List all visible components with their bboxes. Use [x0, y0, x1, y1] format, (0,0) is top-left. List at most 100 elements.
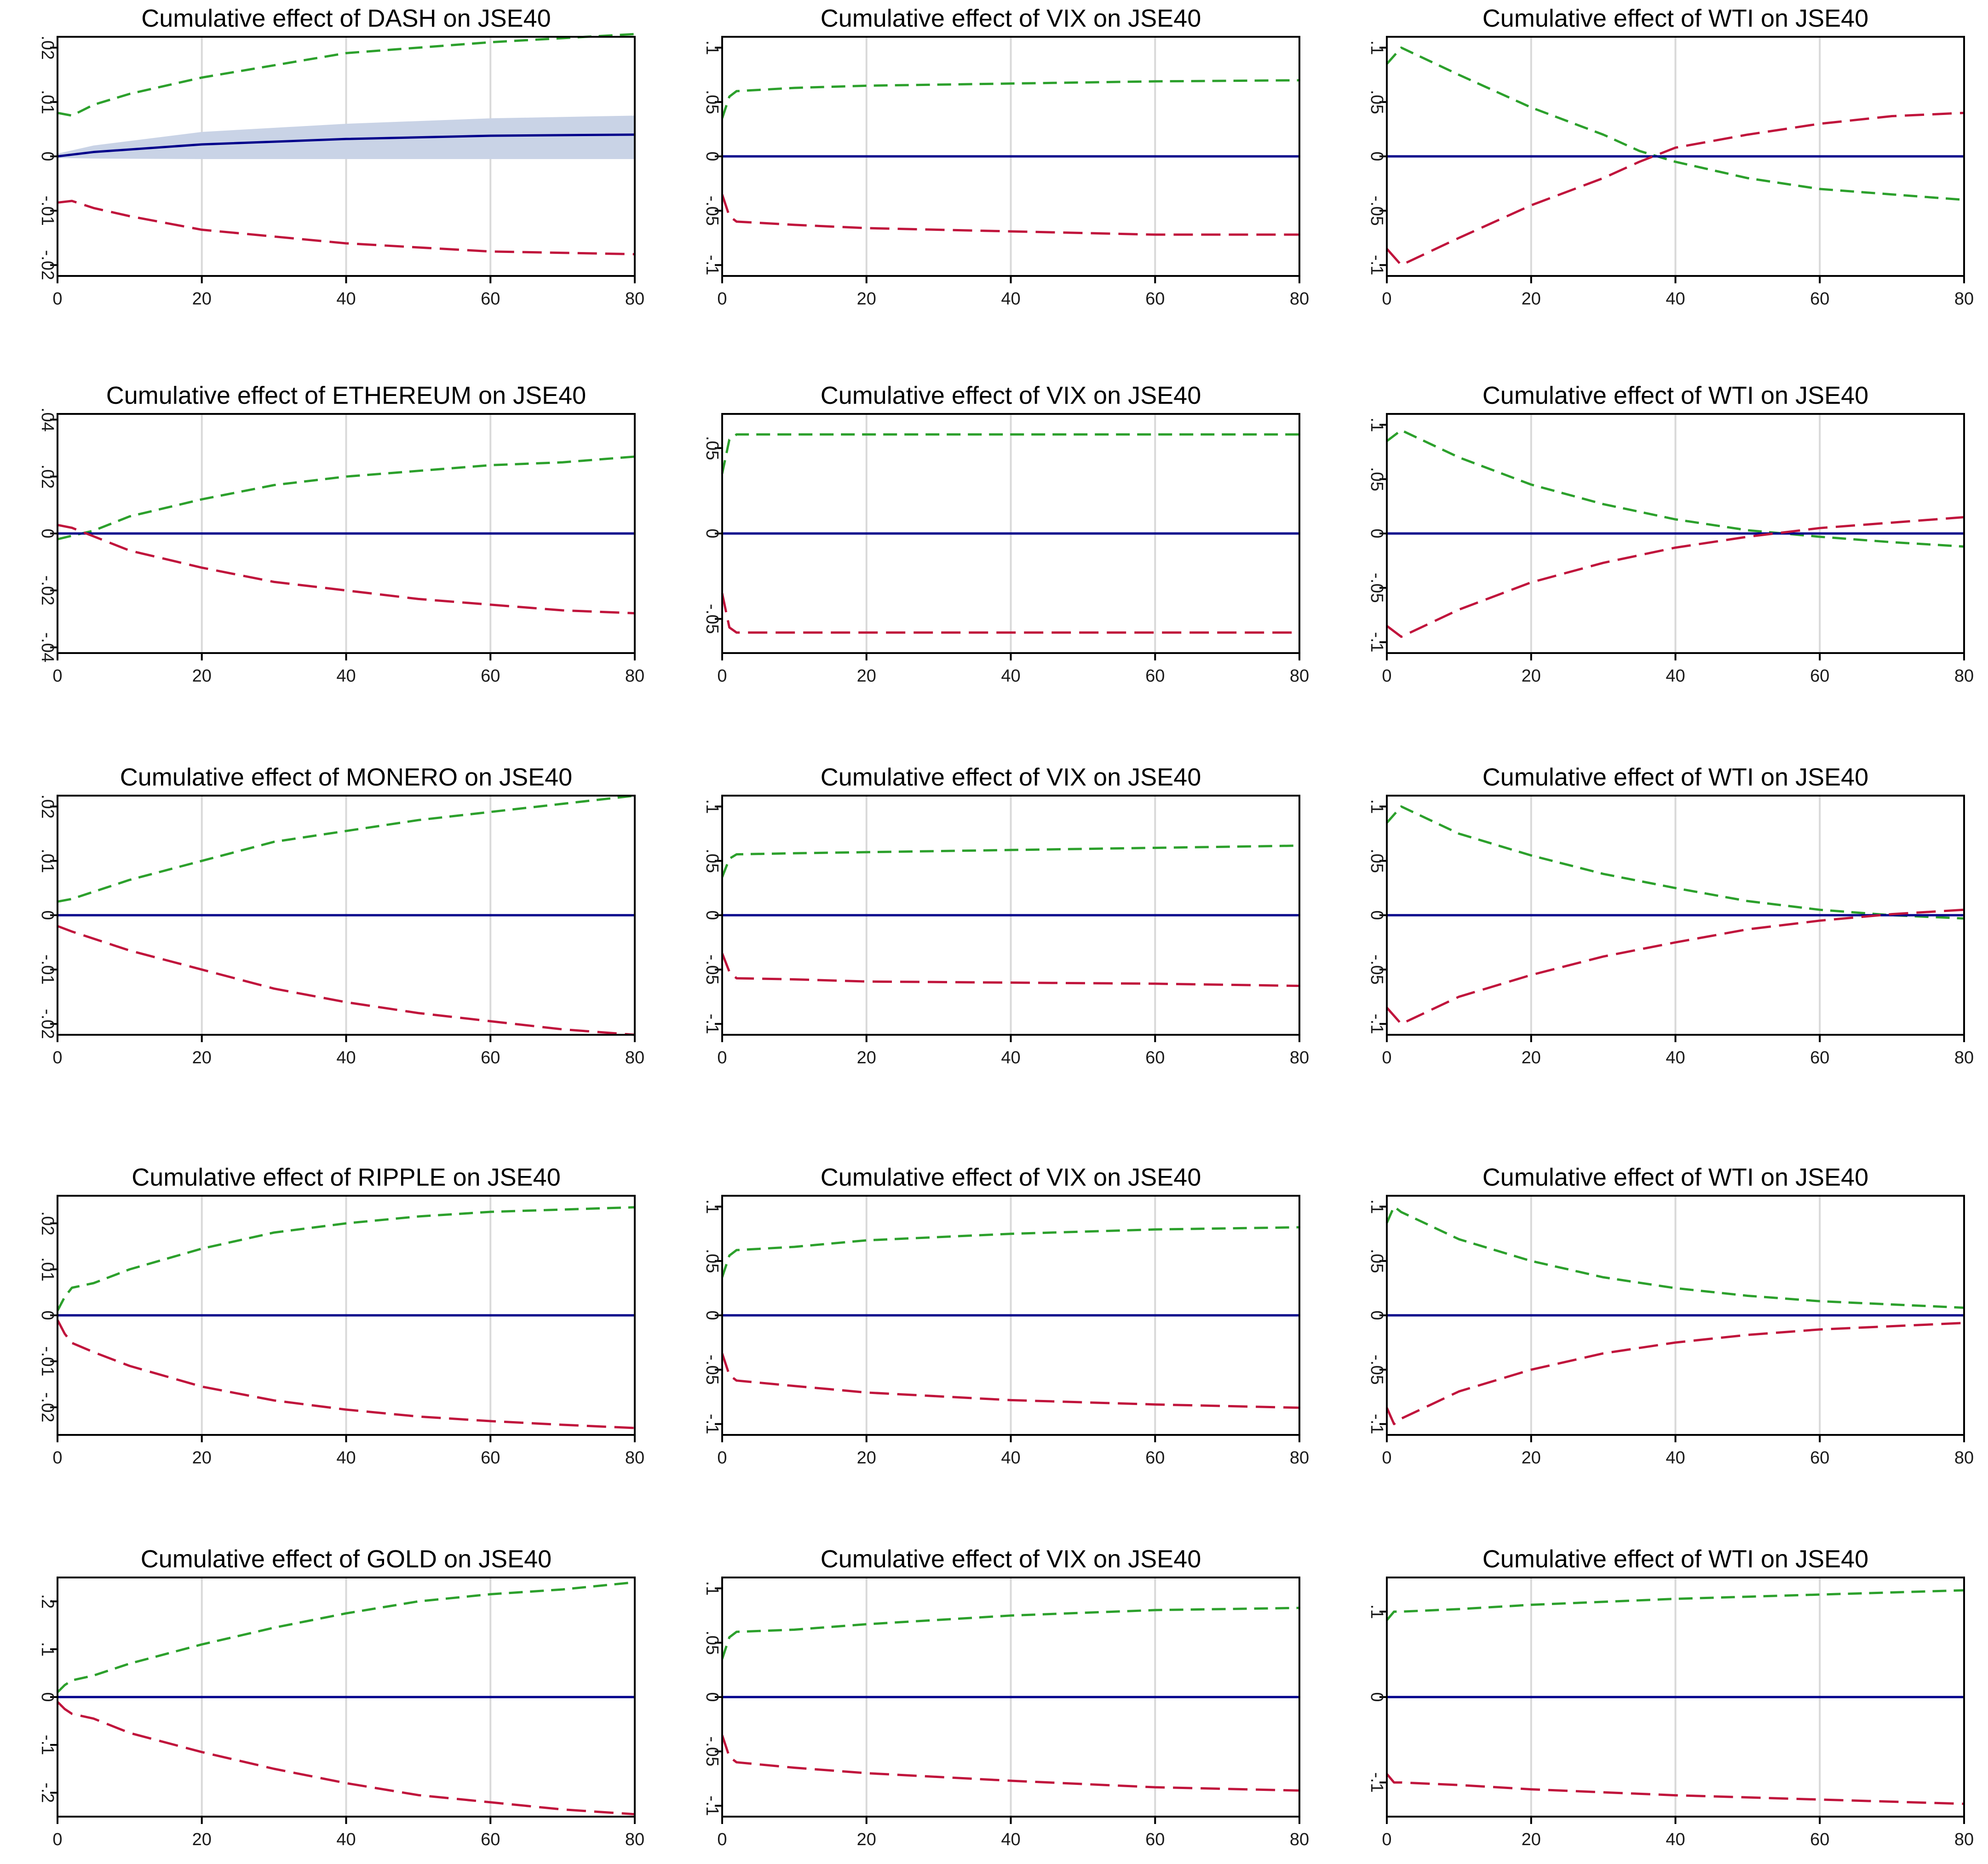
y-tick-label: -.1: [702, 1014, 722, 1034]
chart-title: Cumulative effect of VIX on JSE40: [821, 1545, 1201, 1573]
y-tick-label: .01: [38, 90, 57, 114]
chart-svg: Cumulative effect of ETHEREUM on JSE40 0 2…: [38, 382, 644, 686]
x-tick-label: 60: [1810, 666, 1829, 686]
x-tick-label: 40: [1001, 289, 1020, 309]
x-tick-label: 60: [1810, 1048, 1829, 1067]
x-tick-label: 80: [625, 1830, 644, 1849]
y-tick-label: -.05: [702, 195, 722, 225]
y-tick-label: 0: [702, 1310, 722, 1320]
y-tick-label: .05: [702, 1630, 722, 1655]
x-tick-label: 40: [1001, 1830, 1020, 1849]
x-tick-label: 80: [1954, 1830, 1974, 1849]
x-tick-label: 40: [1666, 1448, 1685, 1468]
y-tick-label: .1: [1367, 1604, 1386, 1619]
x-tick-label: 80: [625, 1048, 644, 1067]
chart-panel-r3-c2: Cumulative effect of VIX on JSE40 0 20 40 60…: [665, 759, 1322, 1081]
chart-panel-r5-c2: Cumulative effect of VIX on JSE40 0 20 40 60…: [665, 1541, 1322, 1863]
chart-title: Cumulative effect of RIPPLE on JSE40: [132, 1164, 561, 1191]
chart-svg: Cumulative effect of WTI on JSE40 0 20 40 60…: [1367, 5, 1974, 309]
x-tick-label: 0: [1382, 1048, 1391, 1067]
y-tick-label: -.01: [38, 954, 57, 984]
x-tick-label: 40: [1666, 289, 1685, 309]
x-tick-label: 20: [192, 289, 212, 309]
chart-panel-r4-c2: Cumulative effect of VIX on JSE40 0 20 40 60…: [665, 1159, 1322, 1481]
x-tick-label: 80: [1290, 1048, 1309, 1067]
x-tick-label: 40: [336, 666, 356, 686]
chart-panel-r5-c1: Cumulative effect of GOLD on JSE40 0 20 40 6…: [0, 1541, 658, 1863]
series-line-lower: [56, 1319, 635, 1429]
y-tick-label: .05: [702, 436, 722, 460]
y-tick-label: -.1: [38, 1735, 57, 1755]
series-line-lower: [1386, 1773, 1965, 1805]
x-tick-label: 40: [336, 1830, 356, 1849]
y-tick-label: -.1: [1367, 632, 1386, 652]
x-tick-label: 80: [1290, 1448, 1309, 1468]
x-tick-label: 60: [1810, 1448, 1829, 1468]
y-tick-label: .05: [1367, 90, 1386, 114]
series-line-upper: [56, 1206, 635, 1312]
x-tick-label: 40: [1666, 1048, 1685, 1067]
chart-svg: Cumulative effect of WTI on JSE40 0 20 40 60…: [1367, 382, 1974, 686]
x-tick-label: 0: [717, 1830, 727, 1849]
chart-title: Cumulative effect of VIX on JSE40: [821, 763, 1201, 791]
x-tick-label: 80: [1954, 1048, 1974, 1067]
x-tick-label: 40: [336, 289, 356, 309]
series-line-lower: [721, 1734, 1300, 1792]
chart-title: Cumulative effect of DASH on JSE40: [141, 5, 551, 32]
y-tick-label: .04: [38, 407, 57, 432]
chart-svg: Cumulative effect of RIPPLE on JSE40 0 20 4…: [38, 1164, 644, 1468]
y-tick-label: .05: [702, 90, 722, 114]
y-tick-label: .02: [38, 1211, 57, 1236]
y-tick-label: -.01: [38, 195, 57, 225]
y-tick-label: .1: [1367, 40, 1386, 55]
x-tick-label: 60: [1145, 666, 1165, 686]
chart-panel-r2-c2: Cumulative effect of VIX on JSE40 0 20 40 60…: [665, 377, 1322, 699]
chart-svg: Cumulative effect of DASH on JSE40 0 20 40 6…: [38, 5, 644, 309]
x-tick-label: 0: [717, 1448, 727, 1468]
chart-title: Cumulative effect of VIX on JSE40: [821, 382, 1201, 409]
x-tick-label: 80: [1290, 1830, 1309, 1849]
x-tick-label: 80: [625, 666, 644, 686]
x-tick-label: 0: [1382, 289, 1391, 309]
series-line-upper: [1386, 805, 1965, 920]
series-line-lower: [721, 593, 1299, 634]
chart-panel-r1-c3: Cumulative effect of WTI on JSE40 0 20 40 60…: [1329, 0, 1987, 322]
x-tick-label: 40: [336, 1448, 356, 1468]
x-tick-label: 20: [857, 666, 876, 686]
y-tick-label: -.04: [38, 632, 57, 662]
y-tick-label: 0: [1367, 1692, 1386, 1702]
x-tick-label: 20: [192, 1830, 212, 1849]
chart-title: Cumulative effect of WTI on JSE40: [1482, 5, 1868, 32]
y-tick-label: -.1: [702, 255, 722, 275]
x-tick-label: 80: [1954, 666, 1974, 686]
chart-title: Cumulative effect of VIX on JSE40: [821, 1164, 1201, 1191]
chart-panel-r3-c1: Cumulative effect of MONERO on JSE40 0 20 4…: [0, 759, 658, 1081]
series-line-upper: [1385, 1205, 1965, 1309]
y-tick-label: 0: [38, 528, 57, 538]
x-tick-label: 80: [1290, 666, 1309, 686]
series-line-upper: [1386, 1589, 1965, 1621]
series-line-lower: [721, 1353, 1300, 1409]
y-tick-label: .02: [38, 35, 57, 60]
series-line-upper: [1386, 429, 1965, 548]
x-tick-label: 60: [1145, 1048, 1165, 1067]
y-tick-label: .1: [1367, 799, 1386, 814]
chart-svg: Cumulative effect of VIX on JSE40 0 20 40 60…: [702, 5, 1309, 309]
chart-panel-r3-c3: Cumulative effect of WTI on JSE40 0 20 40 60…: [1329, 759, 1987, 1081]
y-tick-label: 0: [702, 910, 722, 920]
y-tick-label: .05: [702, 1249, 722, 1273]
chart-svg: Cumulative effect of VIX on JSE40 0 20 40 60…: [702, 1164, 1309, 1468]
chart-panel-r4-c1: Cumulative effect of RIPPLE on JSE40 0 20 4…: [0, 1159, 658, 1481]
x-tick-label: 20: [1522, 1448, 1541, 1468]
chart-title: Cumulative effect of WTI on JSE40: [1482, 763, 1868, 791]
chart-svg: Cumulative effect of WTI on JSE40 0 20 40 60…: [1367, 763, 1974, 1067]
x-tick-label: 80: [1290, 289, 1309, 309]
chart-title: Cumulative effect of MONERO on JSE40: [120, 763, 572, 791]
x-tick-label: 20: [1522, 666, 1541, 686]
y-tick-label: -.05: [702, 1354, 722, 1384]
chart-panel-r1-c2: Cumulative effect of VIX on JSE40 0 20 40 60…: [665, 0, 1322, 322]
series-line-upper: [721, 1606, 1300, 1660]
y-tick-label: 0: [702, 1692, 722, 1702]
x-tick-label: 80: [1954, 1448, 1974, 1468]
y-tick-label: -.1: [1367, 1414, 1386, 1434]
